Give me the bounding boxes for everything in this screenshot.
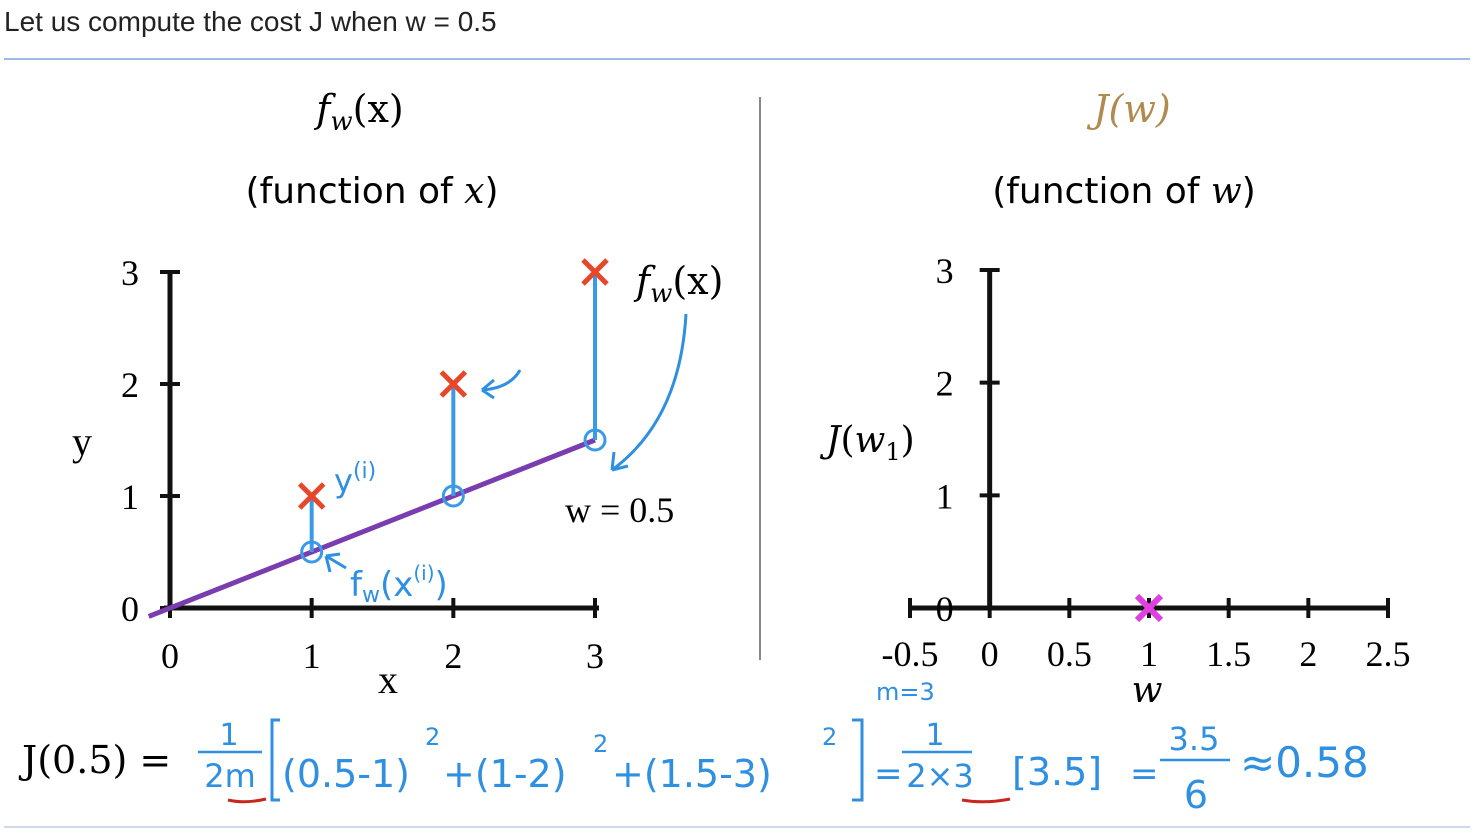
- left-x-tick-label: 1: [303, 636, 321, 676]
- left-x-tick-label: 0: [161, 636, 179, 676]
- right-y-tick-label: 1: [936, 476, 954, 516]
- left-y-tick-label: 1: [121, 477, 139, 517]
- equation-lhs: J(0.5) =: [18, 738, 171, 782]
- term-1-exp: 2: [425, 723, 440, 751]
- frac2-denominator: 2×3: [906, 757, 974, 795]
- right-x-tick-label: 1.5: [1206, 634, 1251, 674]
- term-3-exp: 2: [822, 723, 837, 751]
- frac3-numerator: 3.5: [1169, 720, 1220, 758]
- fit-line-label: w = 0.5: [565, 490, 674, 530]
- term-1: (0.5-1): [282, 752, 410, 796]
- underline-3: [961, 797, 1011, 804]
- fit-line: [147, 437, 596, 619]
- left-y-tick-label: 2: [121, 365, 139, 405]
- left-panel-title: fw(x): [313, 87, 403, 137]
- data-point: [297, 482, 326, 510]
- right-x-axis-label: w: [1132, 670, 1163, 711]
- left-y-axis-label: y: [72, 419, 92, 464]
- right-x-tick-label: 2.5: [1366, 634, 1411, 674]
- cost-point: [1134, 593, 1164, 623]
- prediction-point: [441, 484, 465, 508]
- term-2-exp: 2: [593, 730, 608, 758]
- left-y-tick-label: 0: [121, 589, 139, 629]
- right-panel-subtitle: (function of w): [992, 171, 1256, 212]
- underline-m: [227, 797, 267, 804]
- arrow-to-point: [481, 369, 522, 400]
- right-x-tick-label: 0.5: [1047, 634, 1092, 674]
- data-point: [439, 370, 468, 398]
- term-3: +(1.5-3): [612, 752, 772, 796]
- right-x-tick-label: -0.5: [882, 634, 939, 674]
- fw-x-i-annotation: fw(x(i)): [350, 561, 448, 608]
- bracket-value: [3.5]: [1012, 750, 1102, 794]
- m-note: m=3: [876, 678, 935, 706]
- left-x-tick-label: 2: [444, 636, 462, 676]
- left-x-tick-label: 3: [586, 636, 604, 676]
- right-y-tick-label: 2: [936, 364, 954, 404]
- prediction-point: [583, 428, 607, 452]
- right-panel-title: J(w): [1086, 87, 1170, 131]
- y-i-annotation: y(i): [334, 459, 376, 500]
- left-chart: 0 1 2 3 0 1 2 3 x y w = 0.5 fw(x) y(i) fw(x(i)): [72, 253, 723, 702]
- frac1-numerator: 1: [219, 718, 238, 753]
- caption: Let us compute the cost J when w = 0.5: [4, 6, 497, 37]
- left-y-tick-label: 3: [121, 253, 139, 293]
- right-y-tick-label: 3: [936, 251, 954, 291]
- right-chart: 0 1 2 3 -0.5 0 0.5 1 1.5 2 2.5 w J(w1): [819, 251, 1411, 711]
- right-y-axis-label: J(w1): [819, 420, 915, 466]
- prediction-point: [300, 540, 324, 564]
- frac1-denominator: 2m: [204, 757, 256, 795]
- divider-bottom: [4, 826, 1470, 828]
- approx-result: ≈0.58: [1240, 738, 1369, 787]
- right-x-tick-label: 2: [1299, 634, 1317, 674]
- equation: J(0.5) = m=3 1 2m (0.5-1) 2 +(1-2) 2 +(1…: [18, 678, 1369, 817]
- right-bracket: [852, 718, 864, 802]
- left-bracket: [270, 718, 280, 802]
- data-point: [581, 258, 609, 286]
- frac2-numerator: 1: [925, 718, 944, 753]
- equals-1: =: [874, 754, 903, 794]
- arrow-to-line: [610, 313, 688, 472]
- left-panel-subtitle: (function of x): [245, 171, 498, 212]
- divider-top: [4, 58, 1470, 60]
- equals-2: =: [1130, 754, 1159, 794]
- fw-x-annotation: fw(x): [633, 259, 723, 309]
- frac3-denominator: 6: [1184, 773, 1208, 817]
- right-x-tick-label: 0: [981, 634, 999, 674]
- arrow-to-prediction: [324, 552, 347, 573]
- left-x-axis-label: x: [378, 657, 398, 702]
- term-2: +(1-2): [443, 752, 567, 796]
- right-x-tick-label: 1: [1140, 634, 1158, 674]
- right-y-tick-label: 0: [936, 589, 954, 629]
